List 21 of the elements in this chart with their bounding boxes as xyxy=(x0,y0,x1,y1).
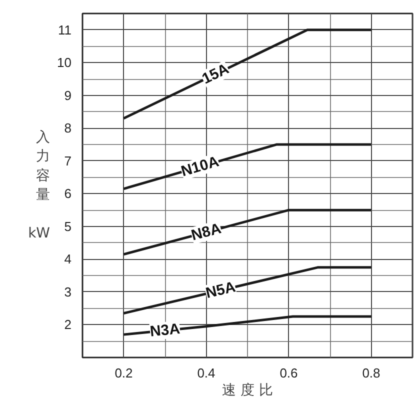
x-tick-label: 0.4 xyxy=(197,366,216,380)
y-tick-label: 6 xyxy=(64,186,72,202)
y-tick-label: 4 xyxy=(64,252,72,267)
text: N10A xyxy=(179,153,222,180)
text: N3A xyxy=(149,320,181,340)
y-tick-label: 10 xyxy=(57,55,72,70)
x-axis-title: 速 度 比 xyxy=(222,382,273,398)
y-tick-label: 9 xyxy=(64,88,72,103)
text: 入力容量 kW xyxy=(28,130,50,242)
y-tick-label: 3 xyxy=(64,284,72,300)
y-tick-label: 11 xyxy=(58,22,72,38)
y-tick-label: 2 xyxy=(64,317,72,332)
x-tick-label: 0.6 xyxy=(280,366,298,380)
y-tick-label: 8 xyxy=(64,120,72,136)
x-tick-label: 0.8 xyxy=(362,366,380,380)
text: N5A xyxy=(204,278,238,302)
y-tick-label: 7 xyxy=(64,153,72,168)
y-tick-label: 5 xyxy=(64,218,72,234)
text: 15A xyxy=(199,60,232,88)
x-tick-label: 0.2 xyxy=(114,366,133,380)
text: N8A xyxy=(190,220,224,244)
